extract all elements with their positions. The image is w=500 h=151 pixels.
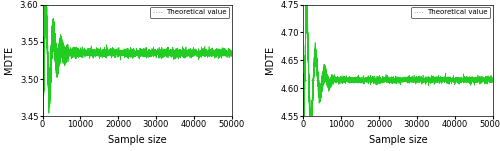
Theoretical value xyxy=(300,79,306,81)
X-axis label: Sample size: Sample size xyxy=(108,135,166,145)
Legend: Theoretical value: Theoretical value xyxy=(411,7,490,18)
Y-axis label: MDTE: MDTE xyxy=(4,46,14,74)
Theoretical value xyxy=(40,52,46,54)
X-axis label: Sample size: Sample size xyxy=(368,135,428,145)
Y-axis label: MDTE: MDTE xyxy=(265,46,275,74)
Theoretical value xyxy=(40,52,46,54)
Legend: Theoretical value: Theoretical value xyxy=(150,7,230,18)
Theoretical value xyxy=(300,79,306,81)
